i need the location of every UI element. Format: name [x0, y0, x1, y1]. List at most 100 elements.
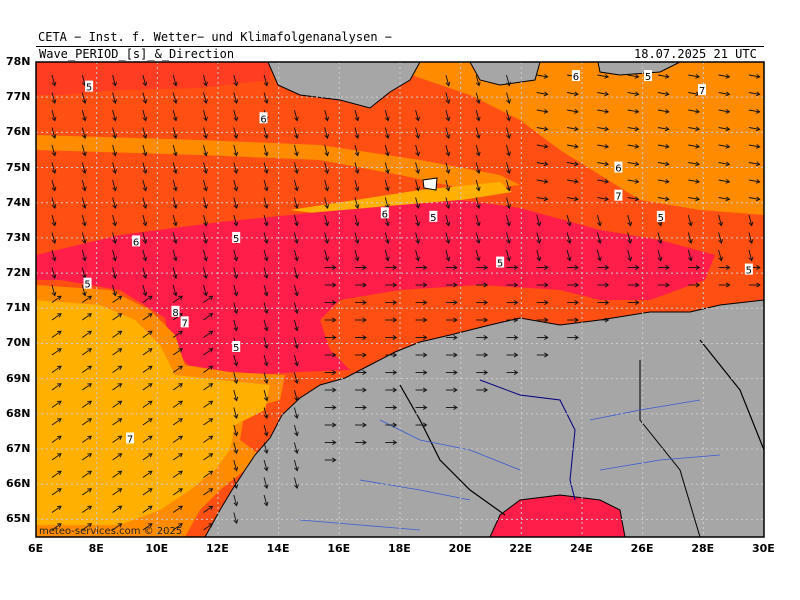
- direction-arrow: [233, 284, 238, 296]
- arrow-head: [543, 91, 549, 97]
- arrow-head: [332, 387, 337, 393]
- direction-arrow: [415, 144, 419, 156]
- direction-arrow: [445, 162, 450, 174]
- arrow-head: [142, 221, 148, 227]
- direction-arrow: [112, 330, 122, 338]
- arrow-head: [604, 161, 610, 167]
- direction-arrow: [263, 74, 268, 86]
- arrow-head: [294, 466, 299, 472]
- direction-arrow: [142, 453, 153, 461]
- arrow-head: [543, 161, 549, 167]
- latitude-label: 71N: [6, 301, 31, 315]
- direction-arrow: [536, 92, 548, 95]
- direction-arrow: [293, 354, 298, 366]
- direction-arrow: [142, 162, 147, 174]
- arrow-head: [415, 169, 420, 174]
- direction-arrow: [172, 435, 183, 443]
- arrow-head: [324, 204, 330, 209]
- direction-arrow: [354, 214, 359, 226]
- direction-arrow: [475, 92, 480, 104]
- arrow-head: [634, 196, 640, 202]
- direction-arrow: [597, 197, 609, 200]
- arrow-head: [664, 91, 670, 97]
- zone-period-8-streak: [290, 182, 512, 215]
- direction-arrow: [51, 197, 56, 209]
- arrow-head: [147, 418, 153, 423]
- latitude-label: 72N: [6, 266, 31, 280]
- arrow-head: [475, 186, 481, 192]
- arrow-head: [566, 256, 572, 262]
- arrow-head: [233, 116, 239, 122]
- arrow-head: [117, 365, 123, 371]
- arrow-head: [354, 169, 360, 174]
- arrow-head: [483, 317, 489, 323]
- arrow-head: [475, 169, 481, 174]
- longitude-label: 14E: [266, 542, 290, 555]
- longitude-label: 30E: [752, 542, 775, 555]
- direction-arrow: [506, 127, 510, 139]
- direction-arrow: [354, 109, 359, 121]
- arrow-head: [725, 196, 731, 202]
- direction-arrow: [112, 267, 116, 279]
- direction-arrow: [415, 162, 419, 174]
- direction-arrow: [536, 144, 548, 148]
- direction-arrow: [233, 477, 238, 489]
- direction-arrow: [718, 162, 730, 165]
- direction-arrow: [172, 348, 183, 356]
- direction-arrow: [203, 249, 207, 261]
- arrow-head: [415, 221, 420, 227]
- latitude-label: 78N: [6, 55, 31, 68]
- arrow-head: [147, 488, 153, 493]
- arrow-head: [513, 300, 519, 305]
- arrow-head: [112, 204, 117, 209]
- arrow-head: [422, 317, 428, 323]
- longitude-label: 12E: [206, 542, 229, 555]
- arrow-head: [664, 196, 670, 202]
- arrow-head: [203, 239, 208, 244]
- finland-russia-border-south: [639, 360, 701, 537]
- arrow-head: [755, 196, 761, 202]
- arrow-head: [81, 239, 87, 244]
- direction-arrow: [82, 505, 92, 513]
- arrow-head: [233, 256, 239, 262]
- arrow-head: [203, 116, 208, 122]
- arrow-head: [354, 151, 360, 157]
- arrow-head: [112, 99, 117, 104]
- direction-arrow: [445, 232, 450, 244]
- arrow-head: [233, 326, 239, 332]
- direction-arrow: [172, 330, 183, 338]
- arrow-head: [117, 470, 123, 476]
- direction-arrow: [233, 512, 238, 524]
- direction-arrow: [172, 197, 177, 209]
- arrow-head: [81, 116, 87, 122]
- direction-arrow: [81, 197, 86, 209]
- direction-arrow: [627, 249, 631, 261]
- direction-arrow: [233, 197, 238, 209]
- direction-arrow: [506, 92, 510, 104]
- arrow-head: [172, 134, 178, 139]
- arrow-head: [142, 116, 148, 122]
- direction-arrow: [384, 109, 389, 121]
- direction-arrow: [172, 92, 177, 104]
- arrow-head: [233, 361, 239, 367]
- arrow-head: [725, 143, 731, 149]
- direction-arrow: [51, 74, 56, 86]
- direction-arrow: [263, 459, 268, 471]
- arrow-head: [142, 204, 148, 209]
- arrow-head: [392, 335, 398, 340]
- arrow-head: [574, 265, 579, 270]
- sweden-finland-border: [479, 379, 576, 501]
- arrow-head: [56, 383, 62, 388]
- arrow-head: [112, 274, 117, 279]
- longitude-label: 6E: [28, 542, 44, 555]
- arrow-head: [203, 256, 208, 262]
- direction-arrow: [354, 249, 359, 261]
- arrow-head: [51, 256, 57, 262]
- arrow-head: [635, 300, 640, 305]
- direction-arrow: [293, 442, 298, 454]
- direction-arrow: [203, 505, 213, 513]
- arrow-head: [634, 126, 640, 132]
- arrow-head: [112, 221, 117, 227]
